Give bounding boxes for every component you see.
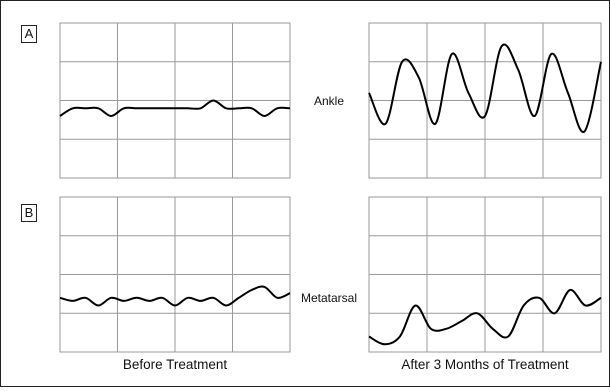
waveform-line <box>368 289 602 346</box>
waveform-line <box>59 99 291 117</box>
plot-ankle-before <box>59 22 291 179</box>
site-label-metatarsal: Metatarsal <box>300 291 358 305</box>
panel-label-a: A <box>21 25 37 43</box>
plot-metatarsal-after <box>368 196 602 353</box>
caption-before-treatment: Before Treatment <box>122 357 228 372</box>
plots-group <box>59 22 602 353</box>
waveform-line <box>59 285 291 307</box>
waveform-line <box>368 43 602 133</box>
plot-ankle-after <box>368 22 602 179</box>
site-label-ankle: Ankle <box>313 94 345 108</box>
caption-after-treatment: After 3 Months of Treatment <box>401 357 569 372</box>
plot-metatarsal-before <box>59 196 291 353</box>
panel-label-b: B <box>21 204 37 222</box>
